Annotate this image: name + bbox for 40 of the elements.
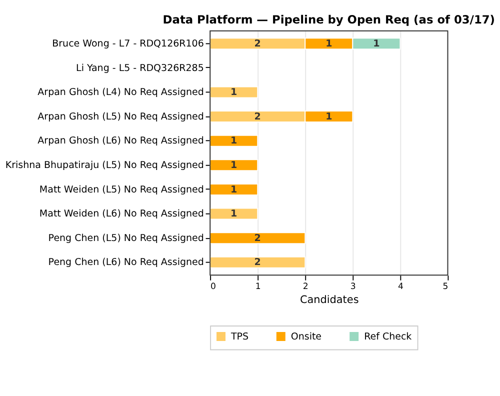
data-label: 2 xyxy=(254,111,261,122)
y-tick-label: Bruce Wong - L7 - RDQ126R106 xyxy=(52,38,204,50)
y-tick-label: Arpan Ghosh (L5) No Req Assigned xyxy=(38,111,204,122)
legend-label: TPS xyxy=(230,331,249,342)
data-label: 1 xyxy=(373,38,380,50)
x-axis-title: Candidates xyxy=(300,294,359,306)
data-label: 1 xyxy=(230,184,238,196)
y-tick-label: Peng Chen (L6) No Req Assigned xyxy=(48,257,204,268)
y-tick-label: Matt Weiden (L6) No Req Assigned xyxy=(39,208,204,220)
data-label: 2 xyxy=(254,232,261,244)
bar xyxy=(210,86,258,98)
bar xyxy=(210,256,306,268)
y-tick-label: Arpan Ghosh (L6) No Req Assigned xyxy=(38,136,204,147)
legend-label: Onsite xyxy=(290,331,322,342)
x-tick-label: 5 xyxy=(442,282,448,292)
data-label: 1 xyxy=(230,87,238,98)
data-label: 1 xyxy=(326,38,332,50)
data-label: 1 xyxy=(230,160,238,172)
x-tick-label: 1 xyxy=(255,282,261,292)
y-tick-label: Arpan Ghosh (L4) No Req Assigned xyxy=(38,87,204,98)
bar xyxy=(210,208,258,220)
y-tick-label: Li Yang - L5 - RDQ326R285 xyxy=(76,62,204,74)
bar xyxy=(210,159,258,172)
data-label: 2 xyxy=(254,38,261,50)
bar xyxy=(210,134,258,147)
y-tick-label: Peng Chen (L5) No Req Assigned xyxy=(48,232,204,244)
x-tick-label: 2 xyxy=(302,282,308,292)
x-tick-label: 4 xyxy=(398,282,404,292)
data-label: 1 xyxy=(230,208,238,220)
data-label: 1 xyxy=(230,136,238,147)
legend-label: Ref Check xyxy=(364,331,412,342)
data-label: 1 xyxy=(326,111,332,122)
x-tick-label: 0 xyxy=(210,282,216,292)
chart-title: Data Platform — Pipeline by Open Req (as of 03/17) xyxy=(162,12,495,27)
y-tick-label: Krishna Bhupatiraju (L5) No Req Assigned xyxy=(5,160,204,172)
bar xyxy=(210,184,258,196)
x-tick-label: 3 xyxy=(350,282,356,292)
data-label: 2 xyxy=(254,257,261,268)
bar xyxy=(210,232,306,244)
y-tick-label: Matt Weiden (L5) No Req Assigned xyxy=(39,184,204,196)
